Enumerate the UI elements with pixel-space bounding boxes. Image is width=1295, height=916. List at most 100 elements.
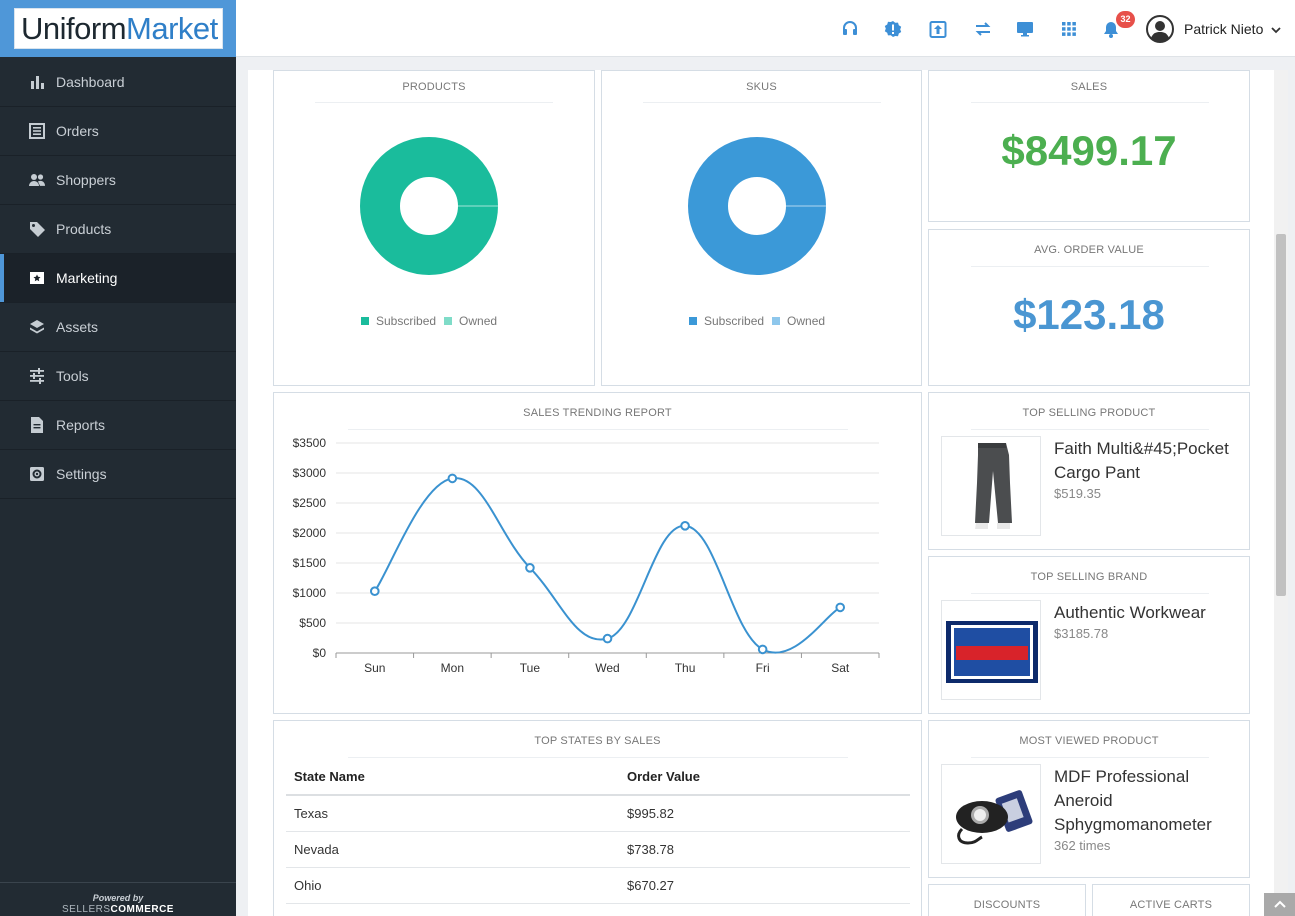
y-tick-label: $1000: [293, 586, 327, 600]
sidebar-item-marketing[interactable]: Marketing: [0, 254, 236, 303]
data-point[interactable]: [447, 473, 458, 484]
top-brand-amount: $3185.78: [1054, 626, 1109, 641]
avg-order-card-title: AVG. ORDER VALUE: [1034, 244, 1144, 256]
x-tick-label: Tue: [520, 661, 541, 675]
legend-item-owned[interactable]: Owned: [444, 314, 497, 328]
sidebar-item-label: Assets: [56, 319, 99, 335]
alert-icon[interactable]: [884, 20, 902, 38]
y-tick-label: $3500: [293, 436, 327, 450]
data-point[interactable]: [835, 602, 846, 613]
sidebar-item-assets[interactable]: Assets: [0, 303, 236, 352]
sidebar-item-label: Marketing: [56, 270, 118, 286]
sidebar-item-label: Shoppers: [56, 172, 116, 188]
legend-label: Subscribed: [376, 314, 437, 328]
most-viewed-name-line2: Aneroid: [1054, 791, 1113, 810]
sidebar-item-shoppers[interactable]: Shoppers: [0, 156, 236, 205]
gear-box-icon: [28, 465, 46, 483]
active-carts-title: ACTIVE CARTS: [1129, 899, 1213, 911]
bell-icon[interactable]: [1102, 20, 1120, 38]
topbar: 32 Patrick Nieto: [236, 0, 1295, 57]
state-name-cell: Ohio: [286, 867, 619, 904]
sales-card-title: SALES: [1070, 81, 1108, 93]
sidebar-item-products[interactable]: Products: [0, 205, 236, 254]
skus-donut-chart: [688, 137, 826, 275]
monitor-icon[interactable]: [1016, 20, 1034, 38]
legend-label: Owned: [787, 314, 826, 328]
top-product-name[interactable]: Faith Multi&#45;Pocket Cargo Pant: [1054, 437, 1229, 485]
chevron-down-icon[interactable]: [1270, 23, 1282, 35]
data-point[interactable]: [525, 563, 535, 573]
top-brand-title: TOP SELLING BRAND: [1030, 571, 1148, 583]
series-line: [373, 477, 841, 654]
top-brand-name[interactable]: Authentic Workwear: [1054, 603, 1206, 622]
most-viewed-name[interactable]: MDF Professional Aneroid Sphygmomanometer: [1054, 765, 1212, 837]
avatar[interactable]: [1146, 15, 1174, 43]
card-divider: [971, 429, 1209, 430]
top-product-image[interactable]: [941, 436, 1041, 536]
most-viewed-name-line1: MDF Professional: [1054, 767, 1190, 786]
powered-brand-part2: COMMERCE: [110, 904, 174, 915]
y-tick-label: $1500: [293, 556, 327, 570]
data-point[interactable]: [602, 633, 613, 644]
x-tick-label: Sun: [364, 661, 385, 675]
layers-icon: [28, 318, 46, 336]
x-tick-label: Mon: [441, 661, 464, 675]
card-divider: [348, 429, 848, 430]
logo[interactable]: UniformMarket: [14, 8, 223, 49]
table-header-row: State Name Order Value: [286, 759, 910, 796]
skus-card: SKUS Subscribed Owned: [601, 70, 922, 386]
table-row[interactable]: Ohio $670.27: [286, 867, 910, 904]
column-header-state[interactable]: State Name: [286, 759, 619, 796]
top-states-title: TOP STATES BY SALES: [534, 735, 661, 747]
y-tick-label: $2000: [293, 526, 327, 540]
sidebar-item-settings[interactable]: Settings: [0, 450, 236, 499]
sidebar-item-label: Dashboard: [56, 74, 125, 90]
legend-swatch: [361, 317, 369, 325]
sales-trend-card: SALES TRENDING REPORT $0 $500 $1000 $1500 $2…: [273, 392, 922, 714]
legend-item-owned[interactable]: Owned: [772, 314, 825, 328]
card-divider: [971, 757, 1209, 758]
legend-swatch: [444, 317, 453, 325]
logo-text-part2: Market: [126, 11, 218, 46]
apps-grid-icon[interactable]: [1060, 20, 1078, 38]
skus-card-title: SKUS: [746, 81, 777, 93]
data-point[interactable]: [369, 586, 380, 596]
sidebar-item-reports[interactable]: Reports: [0, 401, 236, 450]
data-point[interactable]: [680, 521, 690, 531]
user-name[interactable]: Patrick Nieto: [1184, 21, 1264, 37]
sidebar-item-dashboard[interactable]: Dashboard: [0, 58, 236, 107]
avg-order-card: AVG. ORDER VALUE $123.18: [928, 229, 1250, 386]
most-viewed-card: MOST VIEWED PRODUCT MDF Professional Aner…: [928, 720, 1250, 878]
sales-trend-line-chart: $0 $500 $1000 $1500 $2000 $2500 $3000 $3500 Sun M…: [293, 436, 880, 675]
card-divider: [971, 102, 1209, 103]
sales-card: SALES $8499.17: [928, 70, 1250, 222]
most-viewed-image[interactable]: [941, 764, 1041, 864]
scroll-to-top-button[interactable]: [1264, 893, 1295, 916]
sidebar-item-label: Reports: [56, 417, 106, 433]
sync-icon[interactable]: [974, 20, 992, 38]
legend-item-subscribed[interactable]: Subscribed: [689, 314, 764, 328]
x-tick-label: Fri: [756, 661, 770, 675]
legend-swatch: [772, 317, 781, 325]
table-row[interactable]: Texas $995.82: [286, 795, 910, 832]
sidebar-nav: Dashboard Orders Shoppers Products Marke…: [0, 58, 236, 499]
scrollbar-thumb[interactable]: [1276, 234, 1286, 596]
bar-chart-icon: [28, 73, 46, 91]
sidebar-item-tools[interactable]: Tools: [0, 352, 236, 401]
upload-icon[interactable]: [929, 20, 947, 38]
top-states-card: TOP STATES BY SALES State Name Order Val…: [273, 720, 922, 916]
sidebar-item-label: Settings: [56, 466, 107, 482]
list-icon: [28, 122, 46, 140]
data-point[interactable]: [757, 644, 768, 655]
logo-text-part1: Uniform: [21, 11, 127, 46]
column-header-order-value[interactable]: Order Value: [619, 759, 910, 796]
top-brand-logo[interactable]: [941, 600, 1041, 700]
top-product-name-line2: Cargo Pant: [1054, 463, 1140, 482]
discounts-card: DISCOUNTS: [928, 884, 1086, 916]
headset-icon[interactable]: [841, 20, 859, 38]
table-row[interactable]: Nevada $738.78: [286, 831, 910, 868]
sidebar-item-label: Tools: [56, 368, 89, 384]
card-divider: [643, 102, 881, 103]
legend-item-subscribed[interactable]: Subscribed: [361, 314, 436, 328]
sidebar-item-orders[interactable]: Orders: [0, 107, 236, 156]
